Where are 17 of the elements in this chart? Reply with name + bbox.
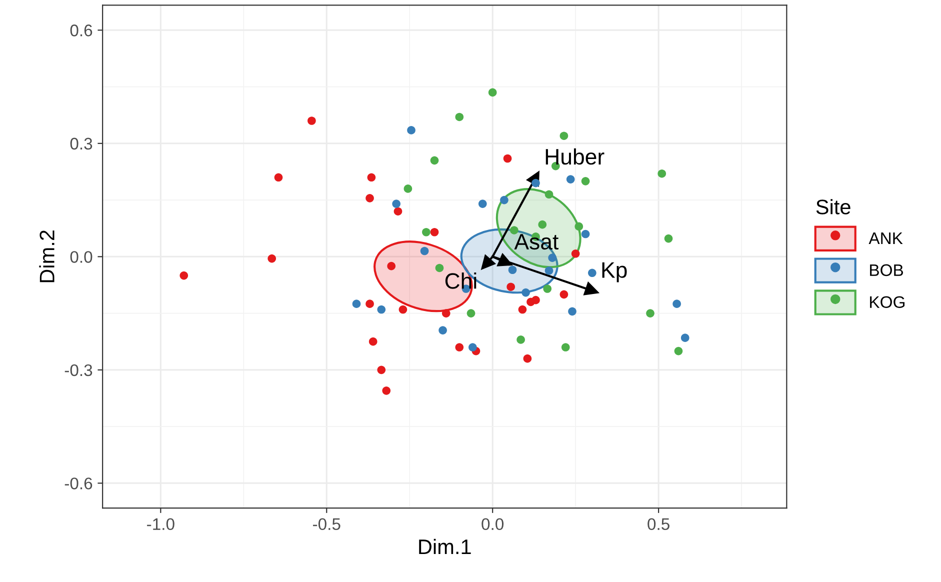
series-label: Kp <box>602 262 627 282</box>
y-tick-label: -0.6 <box>64 478 92 490</box>
x-tick-label: 0.5 <box>648 518 670 530</box>
y-tick-label: 0.0 <box>70 251 92 263</box>
legend-label: BOB <box>870 264 904 276</box>
x-tick-label: -1.0 <box>147 518 174 530</box>
x-tick-label: -0.5 <box>313 518 340 530</box>
y-tick-label: 0.3 <box>70 138 92 150</box>
series-label: Huber <box>546 148 604 165</box>
y-axis-title: Dim.2 <box>39 230 54 282</box>
x-tick-label: 0.0 <box>482 518 504 530</box>
legend-title: Site <box>816 199 850 214</box>
y-tick-label: -0.3 <box>64 364 92 376</box>
legend-label: ANK <box>868 232 903 244</box>
x-axis-title: Dim.1 <box>419 538 471 554</box>
y-tick-label: 0.6 <box>70 24 92 36</box>
legend-label: KOG <box>870 296 904 308</box>
